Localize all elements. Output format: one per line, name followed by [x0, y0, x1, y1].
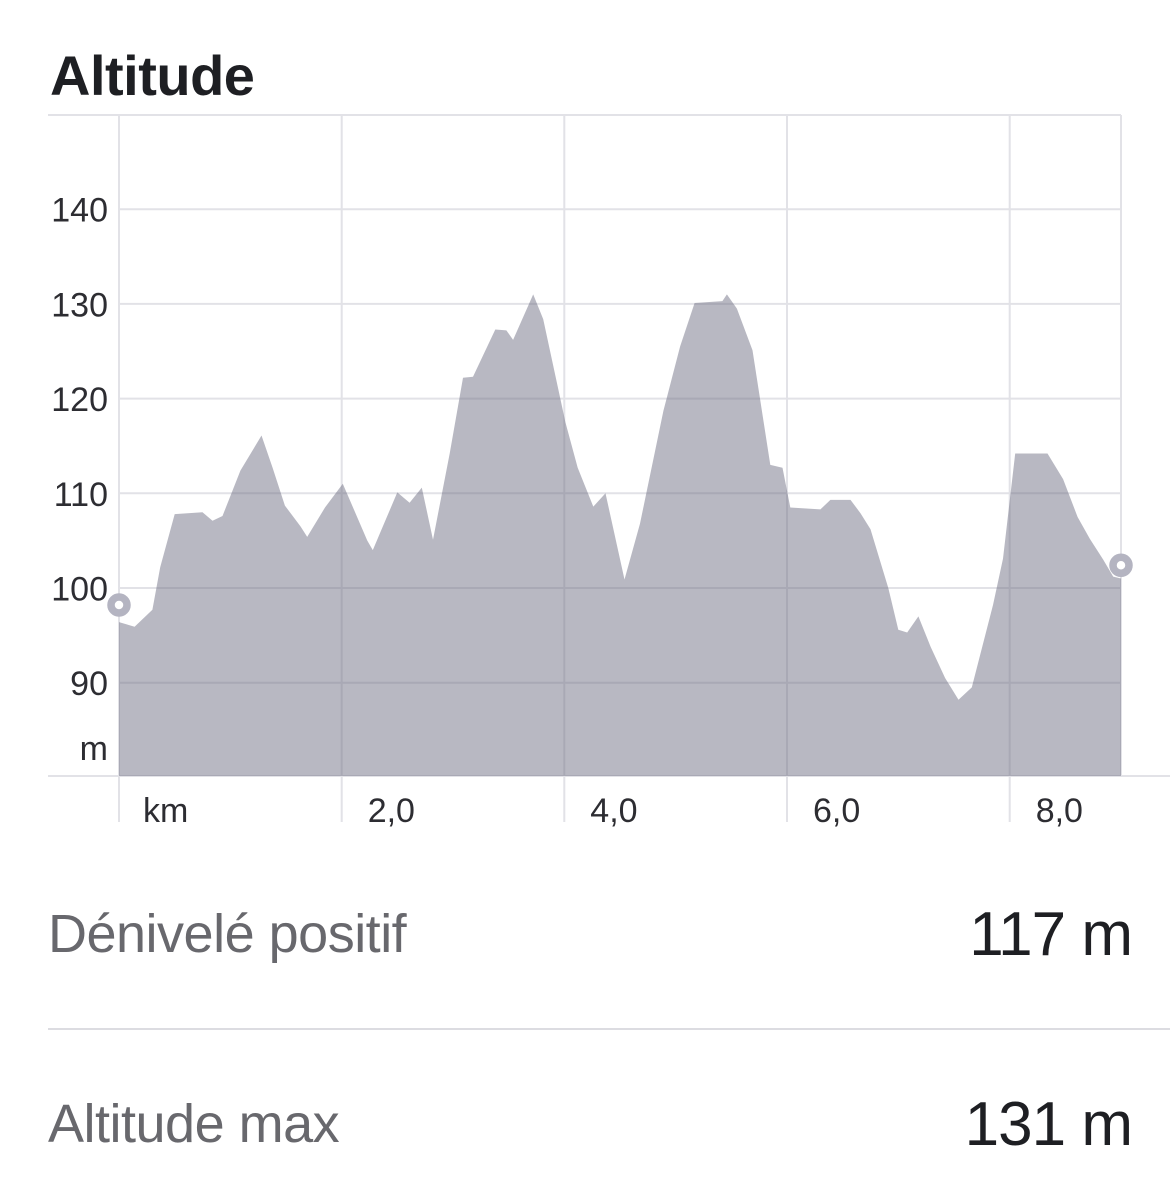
y-axis-tick-label: 90	[70, 665, 108, 703]
y-axis-tick-label: 130	[51, 286, 108, 324]
elevation-area-series	[119, 294, 1121, 776]
y-axis-tick-label: 100	[51, 571, 108, 609]
altitude-area-chart[interactable]: 140 130 120 110 100 90 mkm 2,0 4,0 6,0 8,0	[0, 0, 1170, 845]
x-axis-tick-label: 4,0	[590, 792, 637, 830]
stat-row-denivele-positif: Dénivelé positif 117 m	[0, 869, 1170, 999]
x-axis-tick-label: 6,0	[813, 792, 860, 830]
stat-row-altitude-max: Altitude max 131 m	[0, 1059, 1170, 1189]
divider	[48, 1028, 1170, 1030]
x-axis-tick-label: 8,0	[1036, 792, 1083, 830]
stat-value: 117 m	[969, 899, 1133, 969]
x-axis-tick-label: 2,0	[368, 792, 415, 830]
y-axis-tick-label: 140	[51, 192, 108, 230]
y-axis-tick-label: 110	[54, 476, 108, 514]
y-axis-unit-label: m	[80, 730, 108, 768]
stat-label: Altitude max	[48, 1094, 340, 1154]
stat-label: Dénivelé positif	[48, 904, 407, 964]
stat-value: 131 m	[964, 1089, 1133, 1159]
y-axis-tick-label: 120	[51, 381, 108, 419]
end-marker	[1109, 553, 1133, 578]
start-marker	[107, 593, 131, 617]
page-title: Altitude	[50, 43, 255, 107]
x-axis-unit-label: km	[143, 792, 188, 830]
